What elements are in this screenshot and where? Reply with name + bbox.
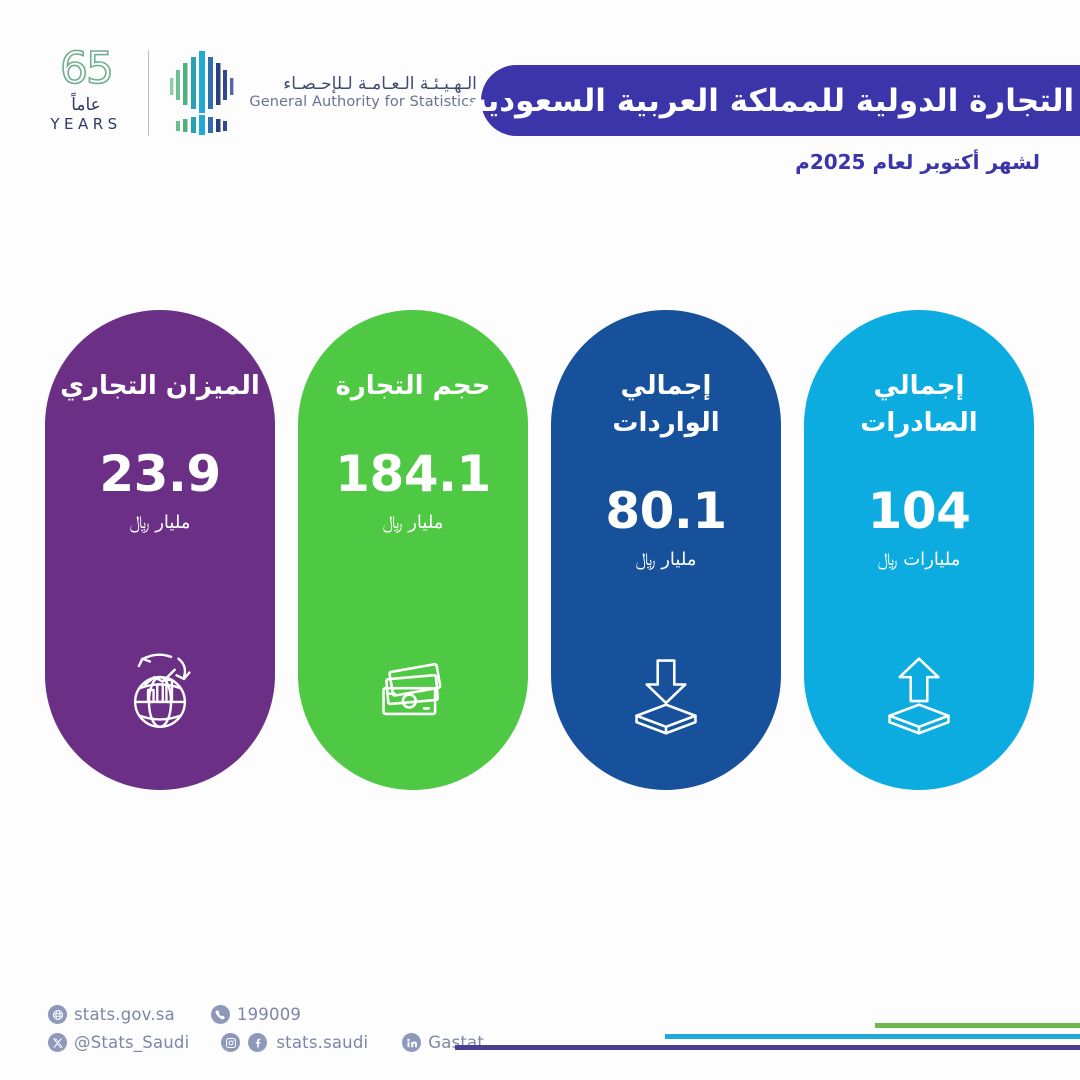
arrow-down-platform-icon — [618, 642, 714, 738]
stat-card-value: 104 — [867, 481, 971, 540]
decor-line-cyan — [665, 1034, 1080, 1039]
social-handle-item[interactable]: stats.saudi — [221, 1033, 368, 1052]
x-twitter-icon — [48, 1033, 67, 1052]
stat-card-total-exports[interactable]: إجمالي الصادرات 104 مليارات ﷼ — [804, 310, 1034, 790]
logo-divider — [148, 50, 150, 136]
stat-card-value: 184.1 — [335, 444, 491, 503]
stat-card-unit: مليار ﷼ — [129, 511, 191, 533]
gastat-wordmark: الـهـيـئـة الـعـامـة لـلإحـصـاء General … — [249, 73, 477, 112]
stat-card-title: حجم التجارة — [335, 371, 491, 401]
stat-card-title: الميزان التجاري — [60, 371, 260, 401]
twitter-label: @Stats_Saudi — [74, 1033, 190, 1052]
stat-card-value: 80.1 — [605, 481, 727, 540]
footer: stats.gov.sa 199009 @Stats_Saudi — [0, 970, 1080, 1080]
globe-icon — [48, 1005, 67, 1024]
stat-card-total-imports[interactable]: إجمالي الواردات 80.1 مليار ﷼ — [551, 310, 781, 790]
authority-name-english: General Authority for Statistics — [249, 94, 477, 111]
phone-item[interactable]: 199009 — [210, 1005, 302, 1024]
page-subtitle: لشهر أكتوبر لعام 2025م — [795, 150, 1040, 174]
stat-card-trade-balance[interactable]: الميزان التجاري 23.9 مليار ﷼ — [45, 310, 275, 790]
title-banner: التجارة الدولية للمملكة العربية السعودية — [469, 65, 1080, 136]
phone-label: 199009 — [236, 1005, 302, 1024]
linkedin-icon — [402, 1033, 422, 1052]
twitter-item[interactable]: @Stats_Saudi — [48, 1033, 189, 1052]
authority-name-arabic: الـهـيـئـة الـعـامـة لـلإحـصـاء — [283, 73, 477, 94]
facebook-icon[interactable] — [248, 1033, 268, 1052]
website-item[interactable]: stats.gov.sa — [48, 1005, 175, 1024]
header: 65 عاماً YEARS — [0, 0, 1080, 200]
stat-card-unit: مليار ﷼ — [635, 548, 697, 570]
decor-line-purple — [455, 1045, 1080, 1050]
anniversary-65-logo: 65 عاماً YEARS — [40, 45, 132, 141]
gastat-logo: الـهـيـئـة الـعـامـة لـلإحـصـاء General … — [165, 47, 477, 139]
banknotes-icon — [365, 642, 461, 738]
contact-row-primary: stats.gov.sa 199009 — [48, 1005, 484, 1024]
stat-card-unit: مليار ﷼ — [382, 511, 444, 533]
stat-card-trade-volume[interactable]: حجم التجارة 184.1 مليار ﷼ — [298, 310, 528, 790]
contact-block: stats.gov.sa 199009 @Stats_Saudi — [48, 1005, 484, 1052]
stat-card-unit: مليارات ﷼ — [877, 548, 961, 570]
arrow-up-platform-icon — [871, 642, 967, 738]
decor-line-green — [875, 1023, 1080, 1028]
page-title: التجارة الدولية للمملكة العربية السعودية — [468, 82, 1075, 119]
phone-icon — [210, 1005, 230, 1024]
anniversary-number: 65 — [59, 43, 115, 94]
instagram-icon[interactable] — [221, 1033, 241, 1052]
globe-growth-chart-icon — [112, 642, 208, 738]
stat-cards-row: الميزان التجاري 23.9 مليار ﷼ — [45, 310, 1037, 790]
stat-card-title: إجمالي الصادرات — [860, 371, 978, 438]
stat-card-value: 23.9 — [99, 444, 221, 503]
anniversary-english-label: YEARS — [50, 114, 122, 133]
social-handle-label: stats.saudi — [276, 1033, 369, 1052]
anniversary-arabic-label: عاماً — [71, 95, 101, 115]
logo-block: 65 عاماً YEARS — [40, 45, 477, 141]
website-label: stats.gov.sa — [74, 1005, 175, 1024]
contact-row-social: @Stats_Saudi stats.saudi Gastat — [48, 1033, 484, 1052]
stat-card-title: إجمالي الواردات — [612, 371, 720, 438]
gastat-shield-bars-icon — [165, 47, 239, 139]
